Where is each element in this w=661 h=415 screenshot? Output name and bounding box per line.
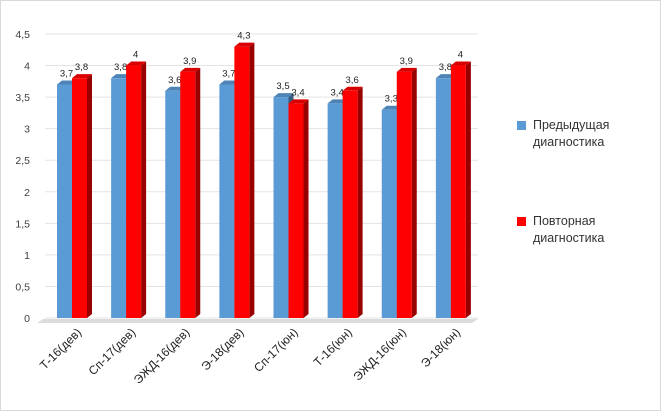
bar-side bbox=[357, 86, 363, 318]
data-label: 3,5 bbox=[276, 81, 289, 92]
bar-side bbox=[303, 99, 309, 318]
x-tick-label: Э-18(дев) bbox=[198, 325, 246, 373]
legend-swatch-previous bbox=[517, 121, 526, 130]
bar bbox=[273, 97, 289, 318]
bar bbox=[396, 71, 412, 318]
data-label: 3,4 bbox=[291, 87, 304, 98]
y-tick-label: 1,5 bbox=[15, 218, 30, 230]
data-label: 3,9 bbox=[400, 56, 413, 67]
bar bbox=[111, 78, 127, 318]
x-tick-label: ЭЖД-16(дев) bbox=[131, 325, 193, 387]
bar bbox=[435, 78, 451, 318]
bar-side bbox=[87, 74, 92, 318]
bar-top bbox=[342, 86, 363, 91]
bar bbox=[57, 84, 72, 318]
legend-label-repeat: Повторная диагностика bbox=[533, 214, 605, 245]
data-label: 3,8 bbox=[114, 62, 127, 73]
bar-top bbox=[234, 42, 255, 47]
bar-top bbox=[396, 67, 417, 72]
data-label: 3,7 bbox=[222, 68, 235, 79]
y-tick-label: 3,5 bbox=[15, 92, 30, 104]
chart-floor bbox=[37, 319, 478, 323]
bar-top bbox=[180, 67, 201, 72]
bar bbox=[219, 84, 235, 318]
y-tick-label: 4 bbox=[24, 61, 30, 73]
x-tick-label: Сп-17(дев) bbox=[86, 325, 139, 378]
y-tick-label: 1 bbox=[24, 250, 30, 262]
bar-side bbox=[141, 61, 147, 319]
bar bbox=[165, 90, 181, 318]
data-label: 3,8 bbox=[75, 62, 88, 73]
y-tick-label: 3 bbox=[24, 124, 30, 136]
bar-top bbox=[126, 61, 147, 66]
bar-top bbox=[450, 61, 471, 66]
legend-swatch-repeat bbox=[517, 217, 526, 226]
x-tick-label: Сп-17(юн) bbox=[251, 325, 301, 375]
data-label: 3,6 bbox=[346, 75, 359, 86]
data-label: 3,9 bbox=[183, 56, 196, 67]
data-label: 4 bbox=[133, 50, 138, 61]
bar bbox=[381, 109, 397, 318]
x-tick-label: Т-16(юн) bbox=[311, 325, 355, 369]
y-tick-label: 4,5 bbox=[15, 29, 30, 41]
y-tick-label: 2 bbox=[24, 187, 30, 199]
data-label: 4,3 bbox=[237, 31, 250, 42]
bar bbox=[126, 65, 142, 318]
bar-side bbox=[411, 67, 417, 318]
data-label: 4 bbox=[458, 50, 463, 61]
bar bbox=[180, 71, 196, 318]
bar-top bbox=[273, 93, 294, 98]
bar-top bbox=[288, 99, 309, 104]
bar bbox=[450, 65, 466, 318]
bar-side bbox=[249, 42, 255, 318]
y-tick-label: 2,5 bbox=[15, 155, 30, 167]
bar bbox=[234, 46, 250, 318]
data-label: 3,6 bbox=[168, 75, 181, 86]
x-tick-label: ЭЖД-16(юн) bbox=[350, 325, 408, 383]
bar bbox=[327, 103, 343, 318]
bar-side bbox=[195, 67, 201, 318]
x-tick-label: Т-16(дев) bbox=[37, 325, 84, 372]
legend-label-previous: Предыдущая диагностика bbox=[533, 118, 610, 149]
y-tick-label: 0 bbox=[24, 313, 30, 325]
y-tick-label: 0,5 bbox=[15, 281, 30, 293]
bar-side bbox=[465, 61, 471, 319]
data-label: 3,8 bbox=[439, 62, 452, 73]
x-tick-label: Э-18(юн) bbox=[418, 325, 463, 370]
bar bbox=[288, 103, 304, 318]
data-label: 3,3 bbox=[385, 94, 398, 105]
bar bbox=[342, 90, 358, 318]
bar bbox=[72, 78, 87, 318]
bar-top bbox=[72, 74, 92, 79]
data-label: 3,4 bbox=[331, 87, 344, 98]
data-label: 3,7 bbox=[60, 68, 73, 79]
